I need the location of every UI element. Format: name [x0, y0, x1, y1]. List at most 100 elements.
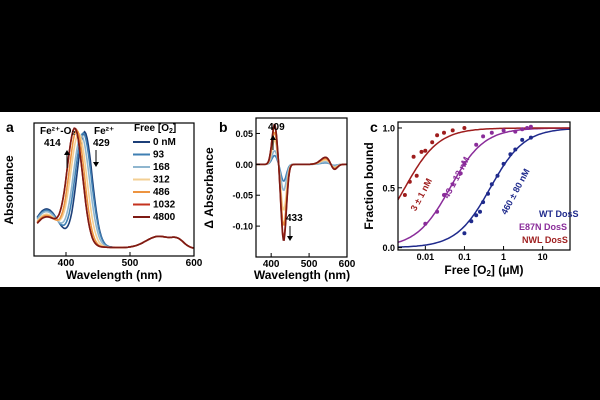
panel-c-point: [520, 127, 525, 132]
panel-a-legend-entry: 4800: [153, 212, 176, 223]
panel-a-annotation-oxy-value: 414: [44, 138, 61, 149]
panel-b-ytick-label: -0.10: [232, 222, 253, 232]
panel-b-ytick-label: 0.05: [235, 129, 253, 139]
panel-c-xticks: 0.01 0.1 1 10: [417, 246, 548, 262]
panel-c-point: [402, 193, 407, 197]
panel-a-down-arrowhead-icon: [93, 162, 99, 167]
panel-c-point: [435, 133, 440, 138]
panel-c-point: [478, 209, 482, 214]
panel-c-point: [450, 128, 455, 133]
panel-c-legend-nwl: NWL DosS: [522, 235, 568, 245]
panel-b-down-arrowhead-icon: [287, 236, 293, 241]
panel-c-frame: [397, 121, 571, 251]
panel-a-xtick-label: 600: [186, 258, 203, 269]
panel-a-label: a: [6, 119, 14, 135]
panel-c-legend-wt: WT DosS: [539, 209, 579, 219]
panel-b: b 400 500 600 0.05 0.00 -0.05 -0.10 Wavelengt…: [202, 117, 356, 282]
panel-c-point: [407, 179, 412, 184]
panel-c-point: [481, 134, 486, 139]
panel-c-point: [419, 149, 424, 154]
panel-c-point: [442, 130, 446, 135]
panel-c-point: [462, 161, 467, 166]
panel-a-frame: [33, 122, 195, 257]
panel-b-ytick-label: 0.00: [235, 160, 253, 170]
panel-c-fit-curve-0: [397, 128, 571, 248]
panel-c-point: [458, 171, 463, 176]
panel-a-legend-entry: 312: [153, 175, 170, 186]
panel-c-point: [442, 193, 446, 197]
panel-c-point: [528, 135, 533, 140]
panel-a-xlabel: Wavelength (nm): [66, 268, 162, 282]
panel-c-ylabel: Fraction bound: [362, 142, 376, 229]
panel-a-legend-entry: 168: [153, 162, 170, 173]
panel-c-yticks: 0.0 0.5 1.0: [382, 123, 402, 253]
panel-c-point: [411, 154, 416, 159]
panel-c-point: [423, 221, 428, 226]
panel-b-xtick-label: 600: [339, 259, 356, 270]
panel-c-ytick-label: 0.0: [382, 243, 395, 253]
panel-c-point: [501, 161, 506, 166]
panel-a: a 400 500 600 Wavelength (nm) Absorbance F…: [2, 119, 203, 282]
panel-b-xlabel: Wavelength (nm): [254, 268, 350, 282]
panel-c-point: [462, 126, 467, 130]
panel-b-yticks: 0.05 0.00 -0.05 -0.10: [232, 129, 260, 232]
panel-a-legend-entry: 486: [153, 187, 170, 198]
panel-b-xtick-label: 400: [263, 259, 280, 270]
panel-c-point: [474, 142, 479, 147]
panel-a-up-arrowhead-icon: [64, 150, 70, 155]
panel-b-series-line-5: [256, 123, 347, 241]
panel-a-legend-entry: 93: [153, 150, 165, 161]
panel-c-points: [402, 124, 533, 236]
panel-c-xtick-label: 0.01: [417, 252, 435, 262]
panel-b-xticks: 400 500 600: [263, 253, 356, 270]
panel-c-ytick-label: 1.0: [382, 123, 395, 133]
panel-c-point: [435, 209, 440, 214]
panel-c-point: [501, 128, 506, 133]
panel-c-fit-curve-2: [397, 127, 570, 201]
panel-c-point: [528, 124, 533, 129]
panel-c-xtick-label: 0.1: [458, 252, 471, 262]
panel-a-ylabel: Absorbance: [2, 155, 16, 225]
panel-c-point: [513, 147, 518, 152]
panel-c-xtick-label: 1: [501, 252, 506, 262]
panel-b-annotation-trough: 433: [286, 213, 303, 224]
panel-c-xtick-label: 10: [538, 252, 548, 262]
panel-c-point: [520, 137, 525, 142]
panel-c-point: [513, 129, 518, 134]
panel-c-xlabel: Free [O2] (μM): [444, 263, 523, 278]
panel-c-point: [474, 213, 479, 218]
panel-b-xtick-label: 500: [301, 259, 318, 270]
panel-a-annotation-oxy-label: Fe²⁺-O₂: [40, 126, 76, 137]
panel-a-annotation-deoxy-value: 429: [93, 138, 110, 149]
panel-a-series-line-6: [36, 127, 194, 249]
figure-background: [0, 112, 600, 287]
panel-c-point: [450, 182, 455, 187]
panel-b-label: b: [219, 119, 228, 135]
panel-b-ytick-label: -0.05: [232, 191, 253, 201]
panel-c-ytick-label: 0.5: [382, 183, 395, 193]
panel-b-series: [256, 123, 347, 241]
panel-c-point: [486, 191, 490, 196]
panel-c-point: [495, 173, 500, 178]
panel-c-point: [525, 126, 530, 130]
panel-a-annotation-deoxy-label: Fe²⁺: [94, 126, 114, 137]
panel-c-point: [489, 182, 494, 187]
panel-c-point: [508, 152, 513, 157]
panel-a-xtick-label: 500: [122, 258, 139, 269]
panel-a-legend-entry: 0 nM: [153, 137, 176, 148]
panel-a-xticks: 400 500 600: [58, 252, 203, 269]
panel-c-point: [469, 219, 474, 224]
panel-b-up-arrowhead-icon: [270, 135, 276, 140]
panel-c-legend-e87n: E87N DosS: [519, 222, 567, 232]
panel-b-ylabel: Δ Absorbance: [202, 147, 216, 229]
panel-c-point: [430, 140, 435, 145]
panel-a-xtick-label: 400: [58, 258, 75, 269]
panel-a-legend-entry: 1032: [153, 200, 176, 211]
panel-c-point: [414, 173, 419, 178]
panel-c-point: [481, 200, 486, 205]
panel-c-point: [489, 130, 494, 135]
panel-c-label: c: [370, 119, 378, 135]
panel-c-point: [462, 231, 467, 236]
